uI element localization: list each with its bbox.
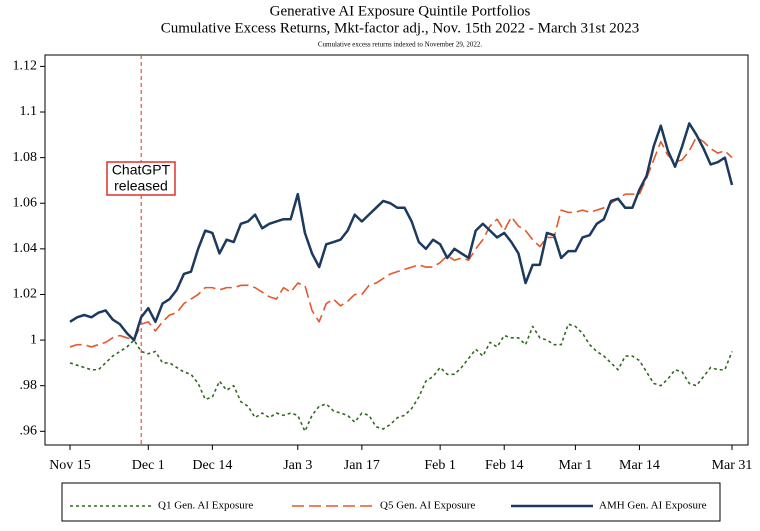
legend-label: Q1 Gen. AI Exposure [158,500,253,512]
y-tick-label: 1 [30,332,37,347]
chart-title: Generative AI Exposure Quintile Portfoli… [270,3,531,19]
y-tick-label: 1.08 [13,150,38,165]
chart-title: Cumulative Excess Returns, Mkt-factor ad… [161,20,640,36]
legend-frame [61,482,721,522]
y-tick-label: .96 [20,424,38,439]
series-line [69,122,734,342]
annotation: released [114,178,168,194]
x-tick-label: Dec 1 [132,458,165,473]
x-tick-label: Mar 31 [712,458,753,473]
x-tick-label: Jan 17 [344,458,380,473]
legend-label: Q5 Gen. AI Exposure [380,500,475,512]
x-tick-label: Mar 1 [558,458,592,473]
x-tick-label: Feb 14 [485,458,524,473]
plot-frame [44,54,749,446]
annotation: ChatGPT [112,162,171,178]
x-tick-label: Mar 14 [619,458,660,473]
series-line [69,323,733,433]
y-tick-label: 1.04 [13,241,38,256]
x-tick-label: Feb 1 [424,458,456,473]
y-tick-label: 1.1 [20,104,38,119]
annotation-box [106,161,176,196]
x-tick-label: Nov 15 [49,458,91,473]
y-tick-label: 1.02 [13,287,38,302]
chart-subtitle: Cumulative excess returns indexed to Nov… [318,41,483,49]
legend-label: AMH Gen. AI Exposure [599,500,707,512]
x-tick-label: Dec 14 [192,458,232,473]
y-tick-label: 1.06 [13,195,38,210]
y-tick-label: 1.12 [13,59,38,74]
x-tick-label: Jan 3 [283,458,312,473]
y-tick-label: .98 [20,378,38,393]
series-line [69,136,733,348]
